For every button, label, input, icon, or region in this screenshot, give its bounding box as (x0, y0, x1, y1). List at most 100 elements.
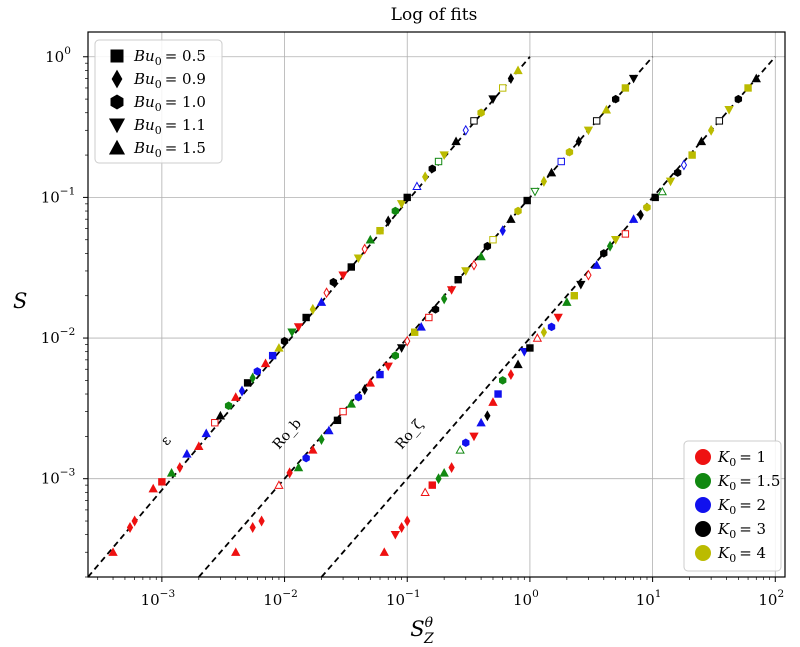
data-point (182, 449, 192, 458)
data-point (376, 226, 384, 235)
x-tick-label: 102 (758, 588, 784, 609)
data-point (194, 441, 204, 450)
legend-value: = 1.5 (165, 139, 206, 157)
data-point (724, 106, 734, 115)
x-axis-label-sup: θ (425, 615, 434, 631)
data-point (434, 157, 443, 166)
legend-sub: 0 (729, 480, 736, 493)
legend-k-frame (683, 440, 782, 572)
data-point (506, 214, 516, 223)
data-point (347, 263, 355, 271)
y-tick-exponent: −3 (60, 467, 75, 479)
legend-var: K (717, 448, 730, 466)
data-point (361, 384, 368, 396)
data-point (451, 136, 461, 146)
axis-labels: Sθ ZS (13, 289, 434, 647)
data-point (376, 370, 384, 379)
data-point (324, 425, 334, 435)
data-point (439, 151, 449, 160)
legend-var: K (717, 544, 730, 562)
legend-k-swatch (695, 497, 711, 513)
data-point (416, 322, 426, 331)
data-point (628, 214, 639, 223)
legend-value: = 1.1 (165, 116, 206, 134)
data-point (570, 292, 578, 300)
legend-sub: 0 (155, 78, 162, 91)
data-point (454, 275, 462, 284)
legend-value: = 3 (739, 520, 766, 538)
data-point (338, 271, 348, 281)
data-point (412, 181, 422, 190)
data-point (385, 215, 392, 227)
data-point (688, 151, 696, 159)
legend-value: = 0.9 (165, 70, 206, 88)
x-tick-base: 10 (386, 591, 405, 609)
data-point (131, 515, 138, 527)
data-point (696, 136, 707, 146)
y-axis-label: S (13, 289, 27, 313)
data-point (455, 445, 465, 454)
data-point (365, 234, 375, 244)
data-point (215, 410, 226, 420)
data-point (274, 480, 284, 489)
data-point (238, 385, 246, 397)
data-point (494, 390, 502, 398)
data-point (476, 251, 486, 261)
data-point (211, 419, 219, 427)
legend-label: K0 = 2 (717, 496, 766, 517)
data-point (665, 177, 676, 187)
data-point (176, 462, 183, 474)
data-point (431, 305, 440, 314)
data-point (708, 124, 715, 136)
series-group (379, 73, 761, 556)
data-point (488, 95, 498, 104)
legend-bu-marker (110, 49, 124, 63)
x-tick-exponent: −1 (405, 588, 420, 600)
data-point (448, 462, 455, 474)
data-point (318, 434, 325, 445)
data-point (201, 428, 211, 438)
y-tick-label: 10−1 (41, 185, 76, 206)
data-point (585, 269, 592, 281)
y-tick-base: 10 (41, 188, 60, 206)
data-point (410, 328, 419, 336)
x-tick-label: 100 (513, 588, 539, 609)
data-point (302, 313, 310, 322)
legend-k-swatch (695, 473, 711, 489)
x-tick-base: 10 (141, 591, 160, 609)
x-tick-label: 10−1 (386, 588, 421, 609)
data-point (514, 206, 522, 216)
legend-label: Bu0 = 1.0 (133, 93, 206, 114)
legend-label: K0 = 1.5 (717, 472, 780, 493)
data-point (439, 467, 449, 477)
data-point (425, 313, 433, 322)
legend-label: K0 = 4 (717, 544, 766, 565)
data-point (469, 432, 479, 442)
legend-label: Bu0 = 1.1 (133, 116, 206, 137)
data-point (422, 171, 429, 183)
data-point (253, 367, 262, 376)
data-point (673, 168, 682, 177)
data-point (428, 164, 436, 173)
data-point (231, 547, 241, 556)
data-point (483, 241, 492, 251)
data-point (249, 521, 256, 533)
data-point (383, 362, 393, 372)
data-point (476, 417, 486, 427)
legend-bu-marker (108, 118, 126, 134)
legend-label: Bu0 = 0.5 (133, 47, 206, 68)
data-point (396, 344, 407, 353)
data-point (562, 297, 572, 306)
data-point (606, 240, 614, 252)
data-point (308, 445, 318, 454)
data-point (489, 236, 497, 244)
data-point (470, 117, 478, 125)
legend-var: K (717, 520, 730, 538)
series-group (108, 65, 523, 556)
data-point (365, 377, 375, 387)
data-point (379, 547, 389, 556)
x-tick-base: 10 (263, 591, 282, 609)
legend-sub: 0 (729, 456, 736, 469)
